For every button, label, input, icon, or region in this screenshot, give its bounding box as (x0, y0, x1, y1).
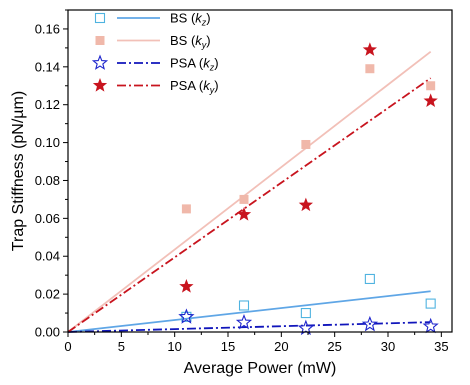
data-point (426, 81, 436, 91)
fit-lines (67, 50, 432, 333)
y-tick-label: 0.02 (35, 287, 60, 302)
fit-line (67, 50, 432, 333)
legend-entry: PSA (kz) (91, 54, 219, 73)
data-point (298, 197, 313, 212)
y-tick-label: 0.08 (35, 173, 60, 188)
data-point (364, 273, 375, 285)
legend-label-k: k (203, 78, 211, 93)
legend-marker (94, 12, 106, 24)
legend-label: BS (kz) (170, 11, 211, 28)
legend-label-k: k (195, 33, 203, 48)
data-points (178, 42, 439, 336)
legend-label: BS (ky) (170, 33, 211, 50)
x-tick-label: 30 (381, 339, 395, 354)
x-tick-label: 35 (434, 339, 448, 354)
legend-label: PSA (kz) (170, 56, 219, 73)
y-tick-label: 0.12 (35, 97, 60, 112)
data-point (235, 313, 253, 330)
legend-marker (91, 54, 109, 70)
legend-label-close: ) (206, 33, 210, 48)
legend-label-k: k (203, 56, 211, 71)
x-tick-label: 10 (167, 339, 181, 354)
fit-line (67, 321, 431, 333)
legend-label-subscript: y (201, 40, 207, 50)
data-point (301, 139, 311, 149)
data-point (423, 93, 438, 107)
data-point (297, 319, 314, 336)
legend-label: PSA (ky) (170, 78, 219, 95)
legend-entry: BS (ky) (95, 33, 211, 50)
fit-line (67, 77, 432, 333)
data-point (239, 194, 249, 204)
data-point (422, 317, 439, 334)
y-tick-label: 0.00 (35, 325, 60, 340)
x-tick-label: 20 (274, 339, 288, 354)
data-point (181, 204, 191, 214)
legend-label-subscript: y (209, 85, 215, 95)
legend-label-close: ) (214, 56, 218, 71)
legend-label-close: ) (214, 78, 218, 93)
legend-marker (92, 78, 108, 92)
x-tick-label: 5 (118, 339, 125, 354)
plot-area (67, 42, 439, 336)
data-point (238, 300, 250, 311)
legend-label-main: PSA ( (170, 56, 204, 71)
data-point (361, 315, 378, 332)
legend-label-main: PSA ( (170, 78, 204, 93)
data-point (236, 207, 252, 221)
legend-entry: BS (kz) (94, 11, 211, 28)
legend-label-close: ) (206, 11, 210, 26)
x-tick-label: 15 (221, 339, 235, 354)
y-axis: 0.00 0.02 0.04 0.06 0.08 0.10 0.12 0.14 0.16 (35, 9, 68, 340)
x-axis: 0 5 10 15 20 25 30 35 (64, 332, 449, 354)
data-point (300, 308, 311, 319)
y-tick-label: 0.16 (35, 21, 60, 36)
x-tick-label: 0 (64, 339, 71, 354)
data-point (365, 64, 375, 74)
y-tick-label: 0.06 (35, 211, 60, 226)
y-tick-label: 0.04 (35, 249, 60, 264)
data-point (179, 279, 194, 293)
data-point (425, 298, 436, 309)
legend-label-subscript: z (209, 63, 215, 73)
legend-label-k: k (195, 11, 203, 26)
legend-label-main: BS ( (170, 11, 196, 26)
x-axis-title: Average Power (mW) (184, 360, 337, 377)
y-tick-label: 0.10 (35, 135, 60, 150)
legend-entry: PSA (ky) (92, 78, 219, 95)
data-point (362, 42, 377, 56)
data-point (178, 308, 195, 324)
legend-marker (95, 36, 105, 45)
y-axis-title: Trap Stiffness (pN/µm) (10, 91, 27, 251)
plot-frame (67, 9, 453, 333)
y-tick-label: 0.14 (35, 59, 60, 74)
x-tick-label: 25 (327, 339, 341, 354)
legend: BS (kz)BS (ky)PSA (kz)PSA (ky) (91, 11, 219, 95)
legend-label-main: BS ( (170, 33, 196, 48)
legend-label-subscript: z (201, 18, 207, 28)
fit-line (67, 290, 431, 333)
